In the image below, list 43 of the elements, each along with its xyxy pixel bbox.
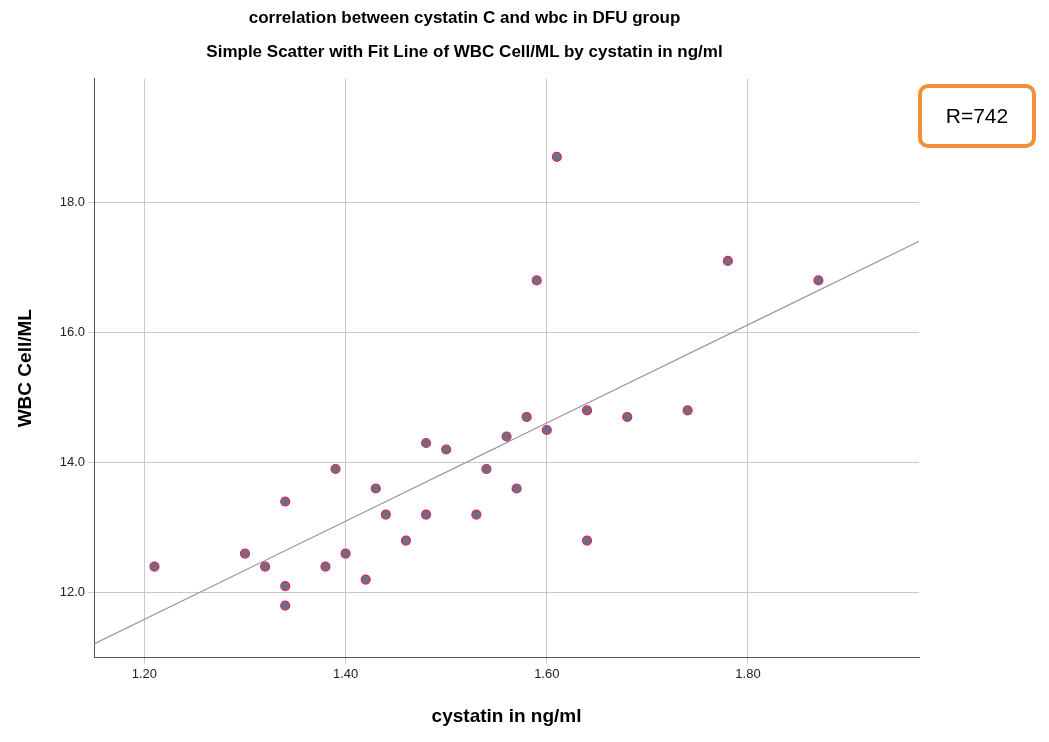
- point: [330, 463, 341, 475]
- x-tick-label: 1.60: [534, 665, 560, 681]
- text: R=742: [918, 84, 1036, 148]
- y-tick-label: 12.0: [59, 584, 86, 600]
- point: [239, 548, 251, 559]
- x-axis-title: cystatin in ng/ml: [431, 704, 582, 726]
- point: [622, 411, 633, 423]
- point: [400, 535, 412, 546]
- point: [521, 411, 532, 423]
- point: [481, 463, 492, 475]
- point: [501, 431, 512, 442]
- point: [441, 444, 452, 455]
- point: [551, 151, 562, 162]
- point: [420, 437, 432, 449]
- point: [531, 275, 542, 286]
- point: [380, 509, 391, 520]
- point: [320, 561, 331, 572]
- point: [280, 496, 291, 507]
- point: [581, 535, 593, 546]
- point: [511, 483, 522, 494]
- x-tick-label: 1.80: [735, 665, 761, 681]
- x-tick-label: 1.40: [332, 665, 359, 681]
- y-tick-label: 14.0: [59, 454, 86, 470]
- point: [280, 580, 291, 592]
- point: [471, 509, 482, 520]
- x-tick-label: 1.20: [131, 665, 158, 681]
- chart-subtitle: Simple Scatter with Fit Line of WBC Cell/ML by cystatin in ng/ml: [206, 42, 723, 62]
- point: [340, 548, 351, 559]
- point: [149, 561, 160, 572]
- point: [813, 275, 824, 286]
- point: [541, 424, 552, 436]
- y-tick-label: 16.0: [59, 324, 86, 340]
- chart-title: correlation between cystatin C and wbc in DFU group: [248, 7, 681, 27]
- y-axis-title: WBC Cell/ML: [13, 308, 35, 428]
- point: [682, 405, 693, 416]
- point: [581, 405, 593, 416]
- point: [260, 561, 271, 572]
- point: [420, 509, 432, 520]
- y-tick-label: 18.0: [59, 193, 86, 209]
- point: [280, 600, 291, 611]
- point: [370, 483, 381, 494]
- point: [360, 574, 371, 585]
- point: [722, 255, 733, 266]
